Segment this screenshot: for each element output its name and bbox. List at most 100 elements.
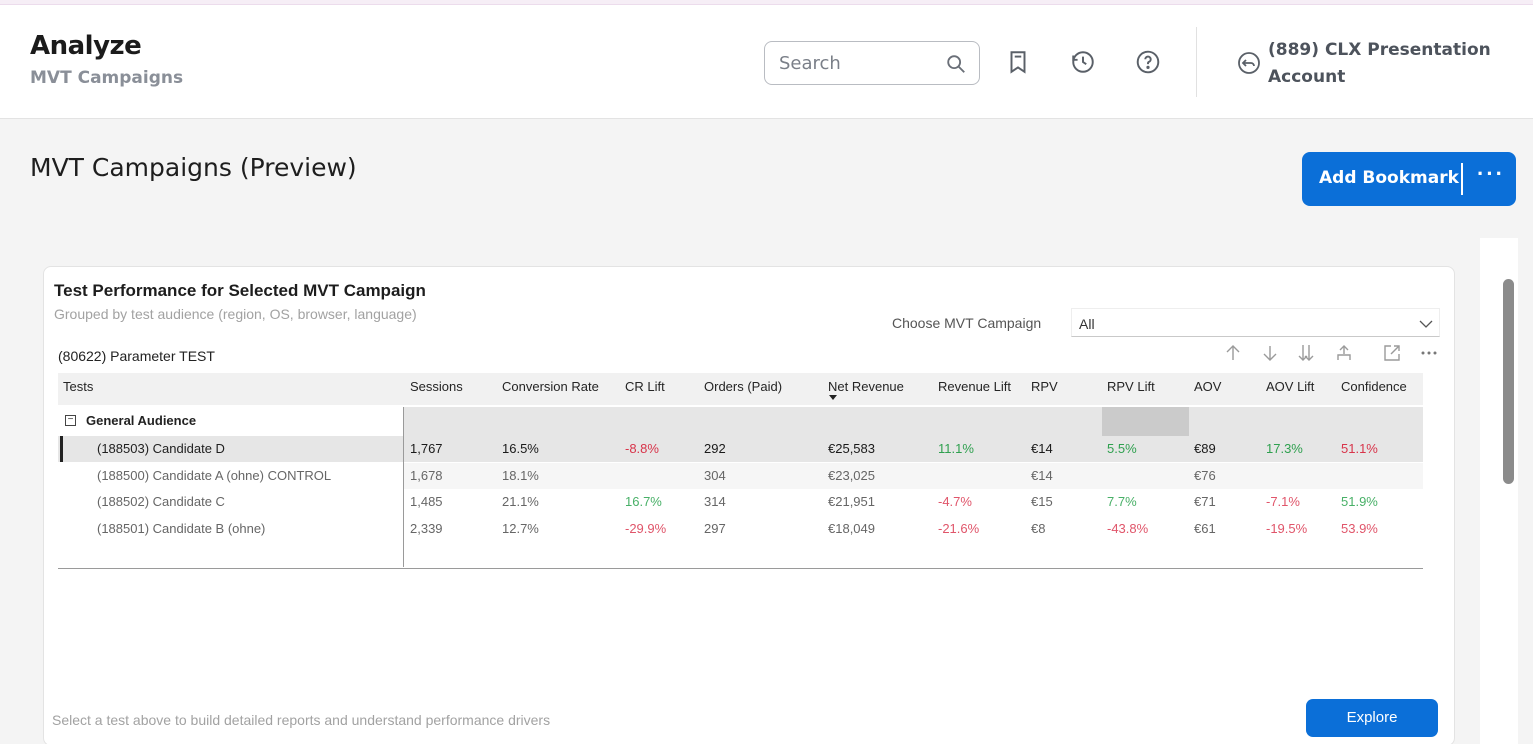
sort-desc-icon [829,395,837,400]
help-icon[interactable] [1135,49,1161,75]
group-row-label-area [58,407,403,436]
table-row[interactable]: (188503) Candidate D 1,767 16.5% -8.8% 2… [58,436,1423,462]
col-header-rpv[interactable]: RPV [1031,379,1058,394]
card-subtitle: Grouped by test audience (region, OS, br… [54,306,417,322]
cell-conversion-rate: 16.5% [502,441,539,456]
cell-aov: €76 [1194,468,1216,483]
chevron-down-icon[interactable] [1419,317,1433,331]
search-input[interactable] [779,51,939,75]
cell-rpv-lift: 5.5% [1107,441,1137,456]
table-row[interactable]: (188501) Candidate B (ohne) 2,339 12.7% … [58,516,1423,542]
col-header-cr-lift[interactable]: CR Lift [625,379,665,394]
cell-rpv: €14 [1031,468,1053,483]
cell-sessions: 1,485 [410,494,443,509]
cell-conversion-rate: 21.1% [502,494,539,509]
cell-confidence: 51.9% [1341,494,1378,509]
scrollbar-thumb[interactable] [1503,279,1514,484]
search-icon[interactable] [945,53,967,75]
table-header: Tests Sessions Conversion Rate CR Lift O… [58,373,1423,405]
add-bookmark-label[interactable]: Add Bookmark [1319,168,1459,188]
col-header-rpv-lift[interactable]: RPV Lift [1107,379,1155,394]
add-bookmark-button[interactable]: Add Bookmark ··· [1302,152,1516,206]
cell-aov: €89 [1194,441,1216,456]
cell-test[interactable]: (188500) Candidate A (ohne) CONTROL [97,468,332,483]
col-header-aov-lift[interactable]: AOV Lift [1266,379,1315,394]
cell-net-revenue: €21,951 [828,494,875,509]
col-header-orders[interactable]: Orders (Paid) [704,379,783,394]
cell-cr-lift: -8.8% [625,441,659,456]
focus-mode-icon[interactable] [1382,343,1402,363]
button-separator [1461,163,1463,195]
card-title: Test Performance for Selected MVT Campai… [54,281,426,300]
cell-aov-lift: -7.1% [1266,494,1300,509]
cell-test[interactable]: (188503) Candidate D [97,441,225,456]
cell-test[interactable]: (188502) Candidate C [97,494,225,509]
drill-down-icon[interactable] [1260,343,1280,363]
collapse-icon[interactable]: − [65,415,76,426]
cell-confidence: 51.1% [1341,441,1378,456]
cell-aov: €61 [1194,521,1216,536]
app-title: Analyze [30,31,142,61]
cell-aov: €71 [1194,494,1216,509]
group-row-values [404,407,1423,436]
row-bg-left [58,436,403,462]
header-divider [1196,27,1197,97]
selected-indicator [60,436,63,462]
account-name[interactable]: (889) CLX Presentation Account [1268,40,1491,87]
col-header-conversion-rate[interactable]: Conversion Rate [502,379,599,394]
cell-revenue-lift: -21.6% [938,521,980,536]
expand-all-down-icon[interactable] [1296,343,1316,363]
group-row-highlight [1102,407,1189,436]
expand-hierarchy-icon[interactable] [1334,343,1354,363]
table-row[interactable]: (188500) Candidate A (ohne) CONTROL 1,67… [58,463,1423,489]
cell-test[interactable]: (188501) Candidate B (ohne) [97,521,266,536]
group-row[interactable]: − General Audience [58,407,1423,436]
col-header-sessions[interactable]: Sessions [410,379,463,394]
more-options-icon[interactable] [1419,343,1439,363]
drill-up-icon[interactable] [1223,343,1243,363]
bookmark-icon[interactable] [1005,49,1031,75]
group-label: General Audience [86,413,197,428]
cell-cr-lift: 16.7% [625,494,662,509]
cell-confidence: 53.9% [1341,521,1378,536]
explore-button[interactable]: Explore [1306,699,1438,737]
row-bg-right [404,436,1423,462]
table-row[interactable]: (188502) Candidate C 1,485 21.1% 16.7% 3… [58,489,1423,515]
col-header-net-revenue[interactable]: Net Revenue [828,379,904,394]
app-subtitle: MVT Campaigns [30,68,184,88]
search-box[interactable] [764,41,980,85]
visual-label: (80622) Parameter TEST [58,348,215,364]
switch-account-icon[interactable] [1237,51,1261,75]
cell-orders: 304 [704,468,726,483]
cell-sessions: 1,678 [410,468,443,483]
campaign-select-value[interactable]: All [1079,316,1095,332]
cell-orders: 292 [704,441,726,456]
col-header-aov[interactable]: AOV [1194,379,1222,394]
cell-rpv-lift: 7.7% [1107,494,1137,509]
cell-orders: 297 [704,521,726,536]
campaign-select[interactable]: All [1071,308,1440,337]
row-bg-right [404,463,1423,489]
cell-rpv: €15 [1031,494,1053,509]
history-icon[interactable] [1070,49,1096,75]
col-header-confidence[interactable]: Confidence [1341,379,1407,394]
cell-net-revenue: €23,025 [828,468,875,483]
page-title: MVT Campaigns (Preview) [30,153,357,182]
cell-conversion-rate: 18.1% [502,468,539,483]
row-bg-left [58,463,403,489]
cell-aov-lift: -19.5% [1266,521,1308,536]
cell-conversion-rate: 12.7% [502,521,539,536]
column-divider [403,407,404,567]
cell-rpv-lift: -43.8% [1107,521,1149,536]
cell-rpv: €14 [1031,441,1053,456]
cell-net-revenue: €18,049 [828,521,875,536]
cell-sessions: 2,339 [410,521,443,536]
top-accent-line [0,0,1533,5]
app-header: Analyze MVT Campaigns (889) CLX Presenta… [0,5,1533,119]
col-header-tests[interactable]: Tests [63,379,94,394]
choose-campaign-label: Choose MVT Campaign [892,315,1042,331]
more-options-button[interactable]: ··· [1477,161,1505,186]
cell-rpv: €8 [1031,521,1046,536]
col-header-revenue-lift[interactable]: Revenue Lift [938,379,1011,394]
cell-revenue-lift: -4.7% [938,494,972,509]
